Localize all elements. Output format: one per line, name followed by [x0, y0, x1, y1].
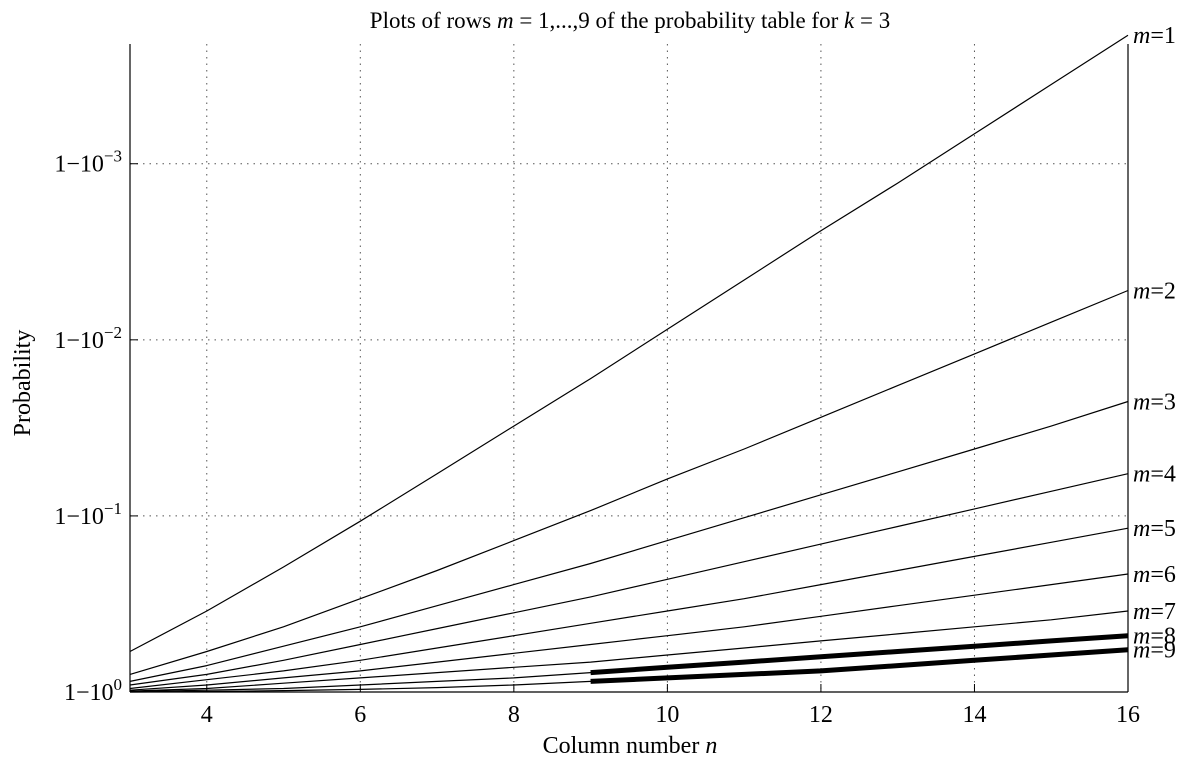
- y-tick-label: 1−10−3: [54, 147, 122, 178]
- series-line-m=5: [129, 527, 1129, 690]
- x-tick-label: 14: [962, 702, 986, 728]
- series-line-m=4: [129, 473, 1129, 686]
- x-axis-ticks: 4 6 8 10 12 14 16: [201, 684, 1140, 728]
- series-lines: [129, 34, 1129, 693]
- chart-title: Plots of rows m = 1,...,9 of the probabi…: [370, 8, 890, 33]
- y-tick-label: 1−10−1: [54, 499, 122, 530]
- series-line-m=3: [129, 400, 1129, 682]
- series-label-m=9: m=9: [1133, 638, 1176, 664]
- y-tick-label: 1−100: [64, 675, 122, 706]
- series-emphasis-m=9: [590, 647, 1129, 684]
- series-labels: m=1 m=2 m=3 m=4 m=5 m=6 m=7m=8m=9: [1133, 23, 1176, 664]
- x-tick-label: 10: [655, 702, 679, 728]
- series-label-m=3: m=3: [1133, 389, 1176, 415]
- series-line-m=1: [129, 34, 1129, 653]
- series-label-m=5: m=5: [1133, 516, 1176, 542]
- x-tick-label: 8: [508, 702, 520, 728]
- series-emphasis-m=8: [590, 633, 1129, 676]
- series-label-m=4: m=4: [1133, 462, 1176, 488]
- y-tick-label: 1−10−2: [54, 323, 122, 354]
- x-tick-label: 4: [201, 702, 213, 728]
- x-tick-label: 6: [354, 702, 366, 728]
- x-tick-label: 12: [809, 702, 833, 728]
- y-axis-label: Probability: [10, 330, 36, 437]
- series-line-m=2: [129, 289, 1129, 675]
- series-label-m=2: m=2: [1133, 279, 1176, 305]
- y-axis-ticks: 1−100 1−10−1 1−10−2 1−10−3: [54, 147, 138, 706]
- series-label-m=1: m=1: [1133, 23, 1176, 49]
- x-tick-label: 16: [1116, 702, 1140, 728]
- series-label-m=7: m=7: [1133, 599, 1176, 625]
- series-label-m=8: m=8: [1133, 624, 1176, 650]
- x-axis-label: Column number n: [543, 733, 718, 759]
- axes: [129, 44, 1129, 693]
- series-line-m=6: [129, 573, 1129, 691]
- series-label-m=6: m=6: [1133, 562, 1176, 588]
- series-line-m=7: [129, 610, 1129, 692]
